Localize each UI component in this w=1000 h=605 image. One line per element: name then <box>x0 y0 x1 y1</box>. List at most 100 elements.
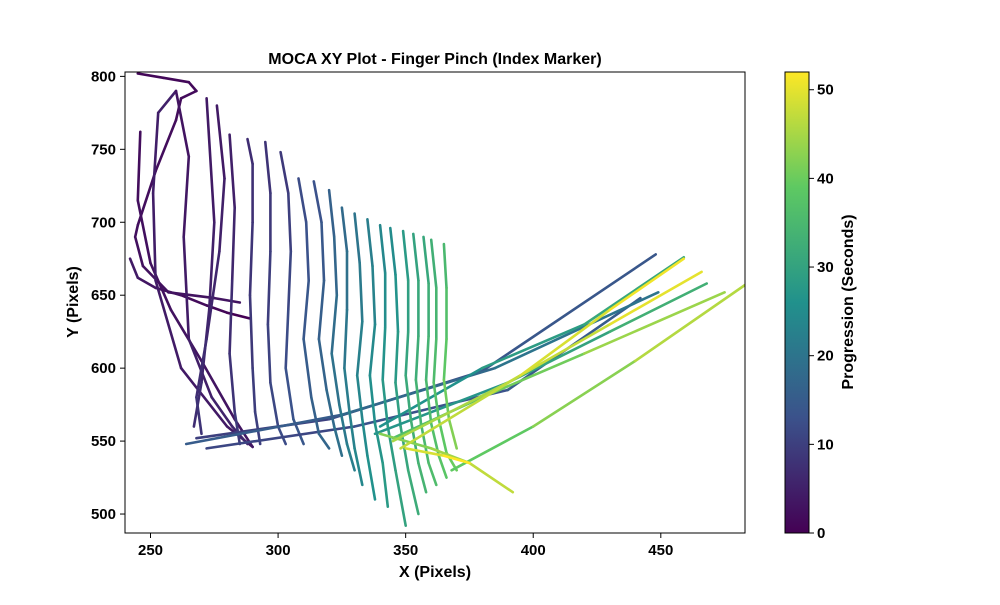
trajectory-segment-20-5 <box>406 468 420 516</box>
y-tick-label: 500 <box>91 506 116 523</box>
trajectory-segment-2-9 <box>151 191 157 282</box>
trajectory-segment-3-1 <box>182 155 191 239</box>
trajectory-segment-0-5 <box>128 257 140 280</box>
trajectory-segment-12-5 <box>317 432 331 450</box>
trajectory-segment-17-0 <box>353 212 362 265</box>
trajectory-segment-23-0 <box>401 229 410 282</box>
trajectory-segment-12-0 <box>297 177 308 224</box>
trajectory-segment-20-3 <box>394 381 402 428</box>
colorbar-axis: 0 10 20 30 40 50 <box>809 82 834 542</box>
trajectory-segment-1-8 <box>133 235 145 268</box>
trajectory-segment-2-10 <box>151 111 160 195</box>
trajectory-segment-29-0 <box>450 425 535 472</box>
trajectory-segment-9-3 <box>284 308 290 370</box>
trajectory-segment-27-2 <box>442 337 448 382</box>
trajectory-segment-15-0 <box>327 188 336 239</box>
trajectory-segment-26-2 <box>432 337 438 385</box>
chart-title: MOCA XY Plot - Finger Pinch (Index Marke… <box>268 51 601 68</box>
trajectory-segment-25-0 <box>422 235 430 285</box>
trajectory-segment-21-1 <box>480 323 586 370</box>
trajectory-segment-28-1 <box>480 352 586 399</box>
trajectory-segment-2-8 <box>154 279 183 370</box>
trajectory-segment-22-0 <box>373 381 510 436</box>
trajectory-segment-24-5 <box>427 461 438 487</box>
trajectory-segment-8-4 <box>269 381 280 428</box>
trajectory-segment-15-3 <box>330 352 341 406</box>
trajectory-segment-17-5 <box>366 454 377 501</box>
trajectory-segment-6-3 <box>228 352 236 414</box>
trajectory-segment-0-2 <box>179 293 208 307</box>
trajectory-segment-2-0 <box>136 130 142 202</box>
trajectory-segment-23-3 <box>404 374 413 421</box>
trajectory-segment-14-2 <box>493 290 660 370</box>
trajectory-segment-15-2 <box>330 293 339 355</box>
trajectory-segment-12-4 <box>309 395 321 436</box>
trajectory-segment-31-0 <box>391 381 510 443</box>
trajectory-segment-27-4 <box>447 417 459 450</box>
trajectory-segment-1-1 <box>162 76 191 84</box>
trajectory-segment-1-5 <box>154 118 178 173</box>
x-tick-label: 350 <box>393 542 418 559</box>
trajectory-segment-22-2 <box>608 282 709 334</box>
trajectory-segment-1-2 <box>187 80 198 93</box>
trajectory-segment-1-3 <box>179 89 198 100</box>
trajectory-segment-3-0 <box>174 89 191 158</box>
trajectory-segment-3-2 <box>182 235 191 341</box>
trajectory-segment-19-5 <box>394 468 408 528</box>
x-tick-label: 400 <box>521 542 546 559</box>
trajectory-segment-33-1 <box>442 454 471 465</box>
trajectory-segment-20-2 <box>394 330 400 385</box>
trajectory-segment-11-0 <box>205 425 356 450</box>
trajectory-segment-24-2 <box>414 334 420 382</box>
x-axis-label: X (Pixels) <box>399 564 471 581</box>
trajectory-segment-24-4 <box>419 422 430 465</box>
trajectory-segment-25-5 <box>437 454 448 479</box>
trajectory-segment-0-4 <box>136 276 157 290</box>
trajectory-segment-20-1 <box>394 273 400 334</box>
trajectory-segment-25-2 <box>424 334 430 382</box>
trajectory-segment-4-1 <box>207 221 216 312</box>
trajectory-segment-30-2 <box>468 461 515 494</box>
trajectory-segment-9-1 <box>286 191 293 253</box>
trajectory-segment-1-0 <box>136 72 165 80</box>
trajectory-segment-18-5 <box>381 461 390 509</box>
trajectory-segment-20-0 <box>388 226 397 277</box>
trajectory-segment-2-11 <box>156 89 178 115</box>
colorbar-tick-label: 10 <box>817 436 834 453</box>
trajectory-segment-8-0 <box>263 140 272 195</box>
trajectory-segment-19-3 <box>381 378 390 428</box>
trajectory-segment-32-0 <box>399 374 522 450</box>
trajectory-segment-3-4 <box>210 395 234 428</box>
trajectory-segment-7-0 <box>246 137 254 166</box>
trajectory-segment-30-0 <box>378 432 433 450</box>
trajectory-segment-5-1 <box>218 177 226 253</box>
trajectory-segment-17-1 <box>358 261 364 323</box>
trajectory-segment-13-3 <box>317 337 328 392</box>
trajectory-segment-14-0 <box>184 413 344 446</box>
trajectory-segment-27-0 <box>442 242 448 290</box>
trajectory-segment-18-2 <box>368 323 377 377</box>
colorbar-label: Progression (Seconds) <box>840 214 857 389</box>
trajectory-segment-32-2 <box>608 257 686 312</box>
trajectory-segment-17-3 <box>355 374 364 421</box>
trajectory-segment-8-3 <box>266 323 272 385</box>
trajectory-segment-28-2 <box>582 290 726 355</box>
trajectory-segment-24-0 <box>411 232 420 282</box>
trajectory-segment-6-2 <box>228 279 234 355</box>
colorbar-tick-label: 0 <box>817 525 825 542</box>
trajectory-segment-16-5 <box>353 447 364 487</box>
trajectory-segment-13-5 <box>332 425 344 458</box>
trajectory-segment-2-1 <box>136 199 152 265</box>
trajectory-segment-6-4 <box>233 410 242 446</box>
trajectory-segment-8-5 <box>276 425 288 446</box>
trajectory-segment-12-1 <box>304 221 311 282</box>
colorbar <box>784 71 810 534</box>
x-axis: 250 300 350 400 450 <box>138 533 673 559</box>
trajectory-segment-19-4 <box>386 425 397 472</box>
trajectory-segment-19-2 <box>381 325 387 382</box>
trajectory-segment-5-4 <box>195 395 203 436</box>
trajectory-segment-2-3 <box>169 308 203 363</box>
trajectory-segment-23-5 <box>417 461 428 494</box>
